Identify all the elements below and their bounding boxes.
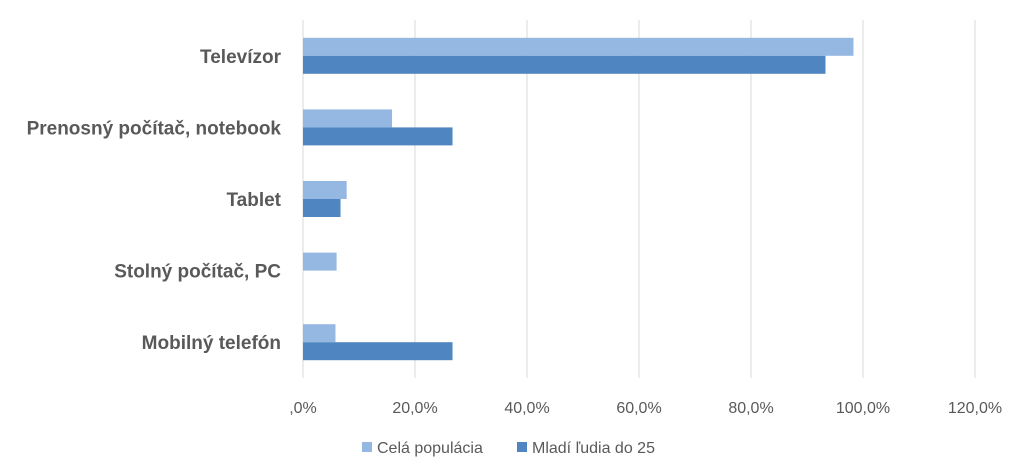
legend-swatch-mladiludia (517, 442, 527, 452)
x-tick-label: 120,0% (948, 400, 1002, 417)
x-tick-label: 40,0% (504, 400, 549, 417)
x-tick-label: ,0% (289, 400, 317, 417)
bar-cela-populacia-televizor (303, 37, 854, 56)
bar-mladi-ludia-do-25-mobilny-telefon (303, 342, 453, 361)
legend-swatch-celapopulacia (362, 442, 372, 452)
x-tick-label: 20,0% (392, 400, 437, 417)
bar-cela-populacia-tablet (303, 181, 347, 199)
bar-mladi-ludia-do-25-televizor (303, 55, 826, 74)
legend-label-mladiludia: Mladí ľudia do 25 (532, 440, 655, 457)
category-label-mobilny-telefon: Mobilný telefón (142, 333, 281, 354)
category-label-prenosny-pocitac-notebook: Prenosný počítač, notebook (27, 118, 282, 139)
category-label-tablet: Tablet (226, 190, 281, 211)
bar-cela-populacia-stolny-pocitac-pc (303, 252, 337, 271)
gridlines (302, 20, 976, 378)
category-label-stolny-pocitac-pc: Stolný počítač, PC (114, 262, 281, 283)
bar-cela-populacia-prenosny-pocitac-notebook (303, 109, 393, 128)
x-tick-labels: ,0% 20,0% 40,0% 60,0% 80,0% 100,0% 120,0% (289, 400, 1002, 417)
category-labels: Televízor Prenosný počítač, notebook Table… (27, 47, 282, 354)
bar-mladi-ludia-do-25-prenosny-pocitac-notebook (303, 127, 453, 146)
category-label-televizor: Televízor (200, 47, 282, 68)
legend-label-celapopulacia: Celá populácia (377, 440, 483, 457)
legend: Celá populácia Mladí ľudia do 25 (362, 440, 655, 457)
x-tick-label: 80,0% (728, 400, 773, 417)
x-tick-label: 100,0% (836, 400, 890, 417)
bars (303, 37, 854, 361)
x-tick-label: 60,0% (616, 400, 661, 417)
bar-cela-populacia-mobilny-telefon (303, 324, 336, 343)
bar-mladi-ludia-do-25-tablet (303, 199, 341, 217)
